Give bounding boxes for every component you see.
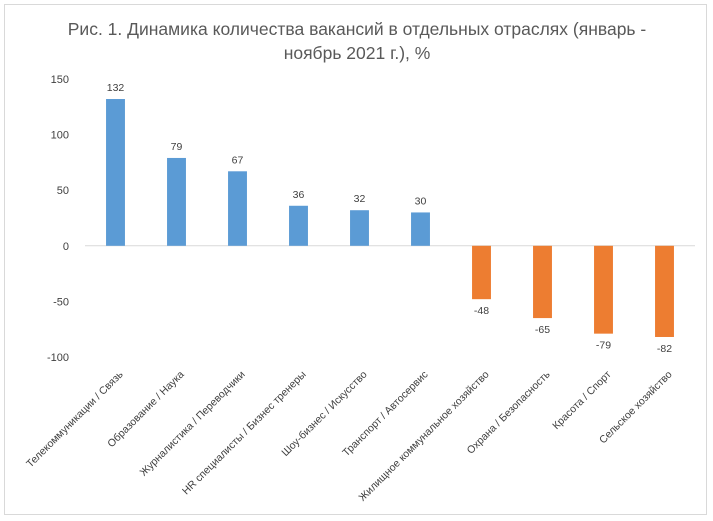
- category-label: Журналистика / Переводчики: [138, 369, 248, 479]
- category-label: HR специалисты / Бизнес тренеры: [180, 369, 309, 498]
- bar: [289, 205, 308, 246]
- bars: [106, 99, 674, 337]
- y-tick-label: 50: [57, 185, 69, 197]
- data-label: 67: [232, 154, 244, 166]
- y-tick-label: 0: [63, 241, 69, 253]
- bar: [655, 245, 674, 337]
- bar: [228, 171, 247, 246]
- bar: [533, 245, 552, 319]
- y-axis: -100 -50 0 50 100 150: [47, 74, 69, 364]
- bar: [594, 245, 613, 334]
- data-label: -48: [474, 305, 489, 317]
- category-label: Телекоммуникации / Связь: [24, 368, 126, 470]
- data-label: -65: [535, 324, 550, 336]
- bar: [106, 99, 125, 246]
- bar: [350, 210, 369, 246]
- y-tick-label: -50: [53, 296, 69, 308]
- chart-frame: Рис. 1. Динамика количества вакансий в о…: [4, 4, 707, 515]
- data-label: 30: [415, 195, 427, 207]
- chart-title-line-2: ноябрь 2021 г.), %: [284, 43, 431, 63]
- chart-svg: Рис. 1. Динамика количества вакансий в о…: [24, 19, 695, 504]
- chart-title: Рис. 1. Динамика количества вакансий в о…: [68, 19, 647, 63]
- bar: [167, 157, 186, 246]
- chart-title-line-1: Рис. 1. Динамика количества вакансий в о…: [68, 19, 647, 39]
- y-tick-label: 150: [51, 74, 69, 86]
- bar: [411, 212, 430, 246]
- data-label: 36: [293, 189, 305, 201]
- y-tick-label: -100: [47, 352, 69, 364]
- category-label: Красота / Спорт: [550, 369, 613, 432]
- y-tick-label: 100: [51, 130, 69, 142]
- data-labels: 132 79 67 36 32 30 -48 -65 -79 -82: [107, 82, 673, 355]
- data-label: 79: [171, 141, 183, 153]
- data-label: 132: [107, 82, 125, 94]
- data-label: 32: [354, 193, 366, 205]
- bar: [472, 245, 491, 300]
- data-label: -79: [596, 340, 611, 352]
- data-label: -82: [657, 343, 672, 355]
- category-label: Жилищное коммунальное хозяйство: [356, 369, 491, 504]
